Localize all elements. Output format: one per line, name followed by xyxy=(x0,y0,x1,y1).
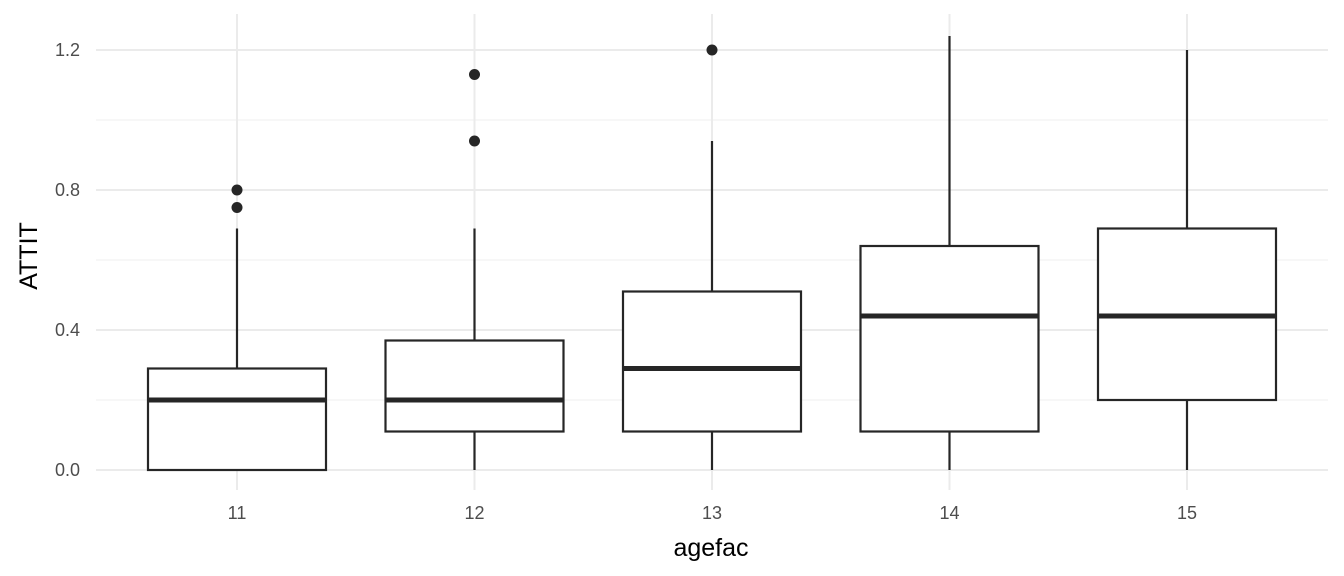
outlier-point xyxy=(469,69,480,80)
box-iqr xyxy=(146,367,328,472)
box-group xyxy=(1096,50,1278,470)
x-axis-title: agefac xyxy=(673,534,748,562)
x-tick-label: 14 xyxy=(939,503,959,523)
x-tick-label: 13 xyxy=(702,503,722,523)
x-tick-label: 11 xyxy=(228,503,247,523)
y-axis-ticks: 0.0 0.4 0.8 1.2 xyxy=(55,40,80,480)
outlier-point xyxy=(469,135,480,147)
x-tick-label: 15 xyxy=(1177,503,1197,523)
box-series xyxy=(146,36,1278,472)
y-tick-label: 0.0 xyxy=(55,460,80,480)
box-iqr xyxy=(621,290,803,433)
box-group xyxy=(621,44,803,470)
y-tick-label: 1.2 xyxy=(55,40,80,60)
y-tick-label: 0.4 xyxy=(55,320,80,340)
x-axis-ticks: 11 12 13 14 15 xyxy=(228,503,1197,523)
outlier-point xyxy=(231,202,243,213)
box-group xyxy=(146,184,328,472)
y-axis-title: ATTIT xyxy=(15,222,43,290)
box-iqr xyxy=(859,244,1040,433)
outlier-point xyxy=(231,184,243,196)
outlier-point xyxy=(706,44,718,56)
box-group xyxy=(859,36,1040,470)
y-tick-label: 0.8 xyxy=(55,180,80,200)
box-group xyxy=(384,69,565,470)
x-tick-label: 12 xyxy=(464,503,484,523)
box-iqr xyxy=(384,339,565,433)
